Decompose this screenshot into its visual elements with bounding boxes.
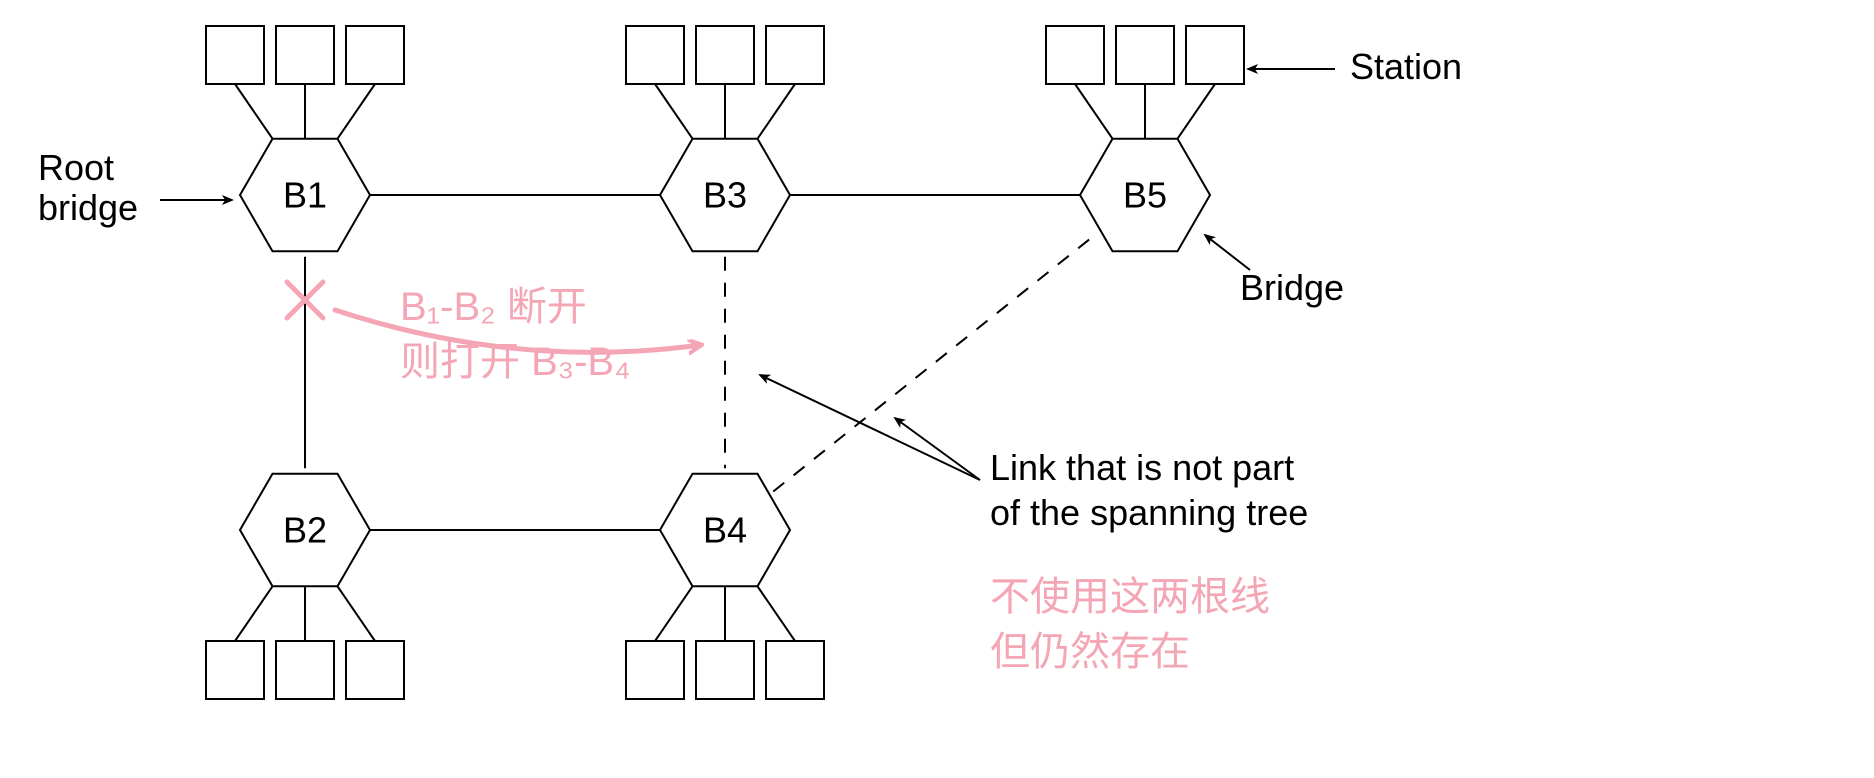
station-label: Station <box>1350 46 1462 87</box>
station-square <box>276 26 334 84</box>
bridge-label-B2: B2 <box>283 510 327 551</box>
station-connector <box>235 84 273 139</box>
station-square <box>696 26 754 84</box>
not-span-label1: Link that is not part <box>990 447 1294 488</box>
not-span-arrow2 <box>895 418 980 480</box>
station-square <box>1116 26 1174 84</box>
station-square <box>346 641 404 699</box>
station-square <box>766 641 824 699</box>
hand-text-2: 则打开 B₃-B₄ <box>400 340 630 384</box>
station-square <box>206 641 264 699</box>
station-connector <box>338 586 376 641</box>
spanning-tree-diagram: B1 B2 B3 B4 B5 Rootbridge Station Bridge Link t… <box>0 0 1874 778</box>
not-span-arrow1 <box>760 375 980 480</box>
not-span-label2: of the spanning tree <box>990 492 1308 533</box>
station-square <box>206 26 264 84</box>
station-square <box>626 26 684 84</box>
station-square <box>346 26 404 84</box>
bridge-label-B1: B1 <box>283 175 327 216</box>
station-connector <box>1178 84 1216 139</box>
hand-text-3: 不使用这两根线 <box>990 575 1270 619</box>
station-connector <box>655 586 693 641</box>
station-square <box>1046 26 1104 84</box>
bridge-annot-label: Bridge <box>1240 267 1344 308</box>
root-bridge-label2: bridge <box>38 187 138 228</box>
bridge-annot-arrow <box>1205 235 1250 270</box>
station-square <box>276 641 334 699</box>
station-connector <box>655 84 693 139</box>
station-square <box>696 641 754 699</box>
station-connector <box>235 586 273 641</box>
station-connector <box>1075 84 1113 139</box>
hand-text-1: B₁-B₂ 断开 <box>400 285 587 329</box>
annotations-layer: Rootbridge Station Bridge Link that is not … <box>38 46 1462 533</box>
bridge-label-B5: B5 <box>1123 175 1167 216</box>
station-square <box>766 26 824 84</box>
station-connector <box>758 586 796 641</box>
station-square <box>1186 26 1244 84</box>
hand-text-4: 但仍然存在 <box>990 630 1190 674</box>
bridge-label-B4: B4 <box>703 510 747 551</box>
bridge-label-B3: B3 <box>703 175 747 216</box>
station-connector <box>758 84 796 139</box>
station-square <box>626 641 684 699</box>
root-bridge-label: Root <box>38 147 114 188</box>
station-connector <box>338 84 376 139</box>
